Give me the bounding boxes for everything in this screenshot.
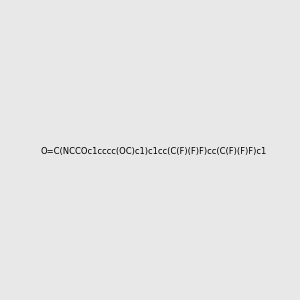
- Text: O=C(NCCOc1cccc(OC)c1)c1cc(C(F)(F)F)cc(C(F)(F)F)c1: O=C(NCCOc1cccc(OC)c1)c1cc(C(F)(F)F)cc(C(…: [40, 147, 267, 156]
